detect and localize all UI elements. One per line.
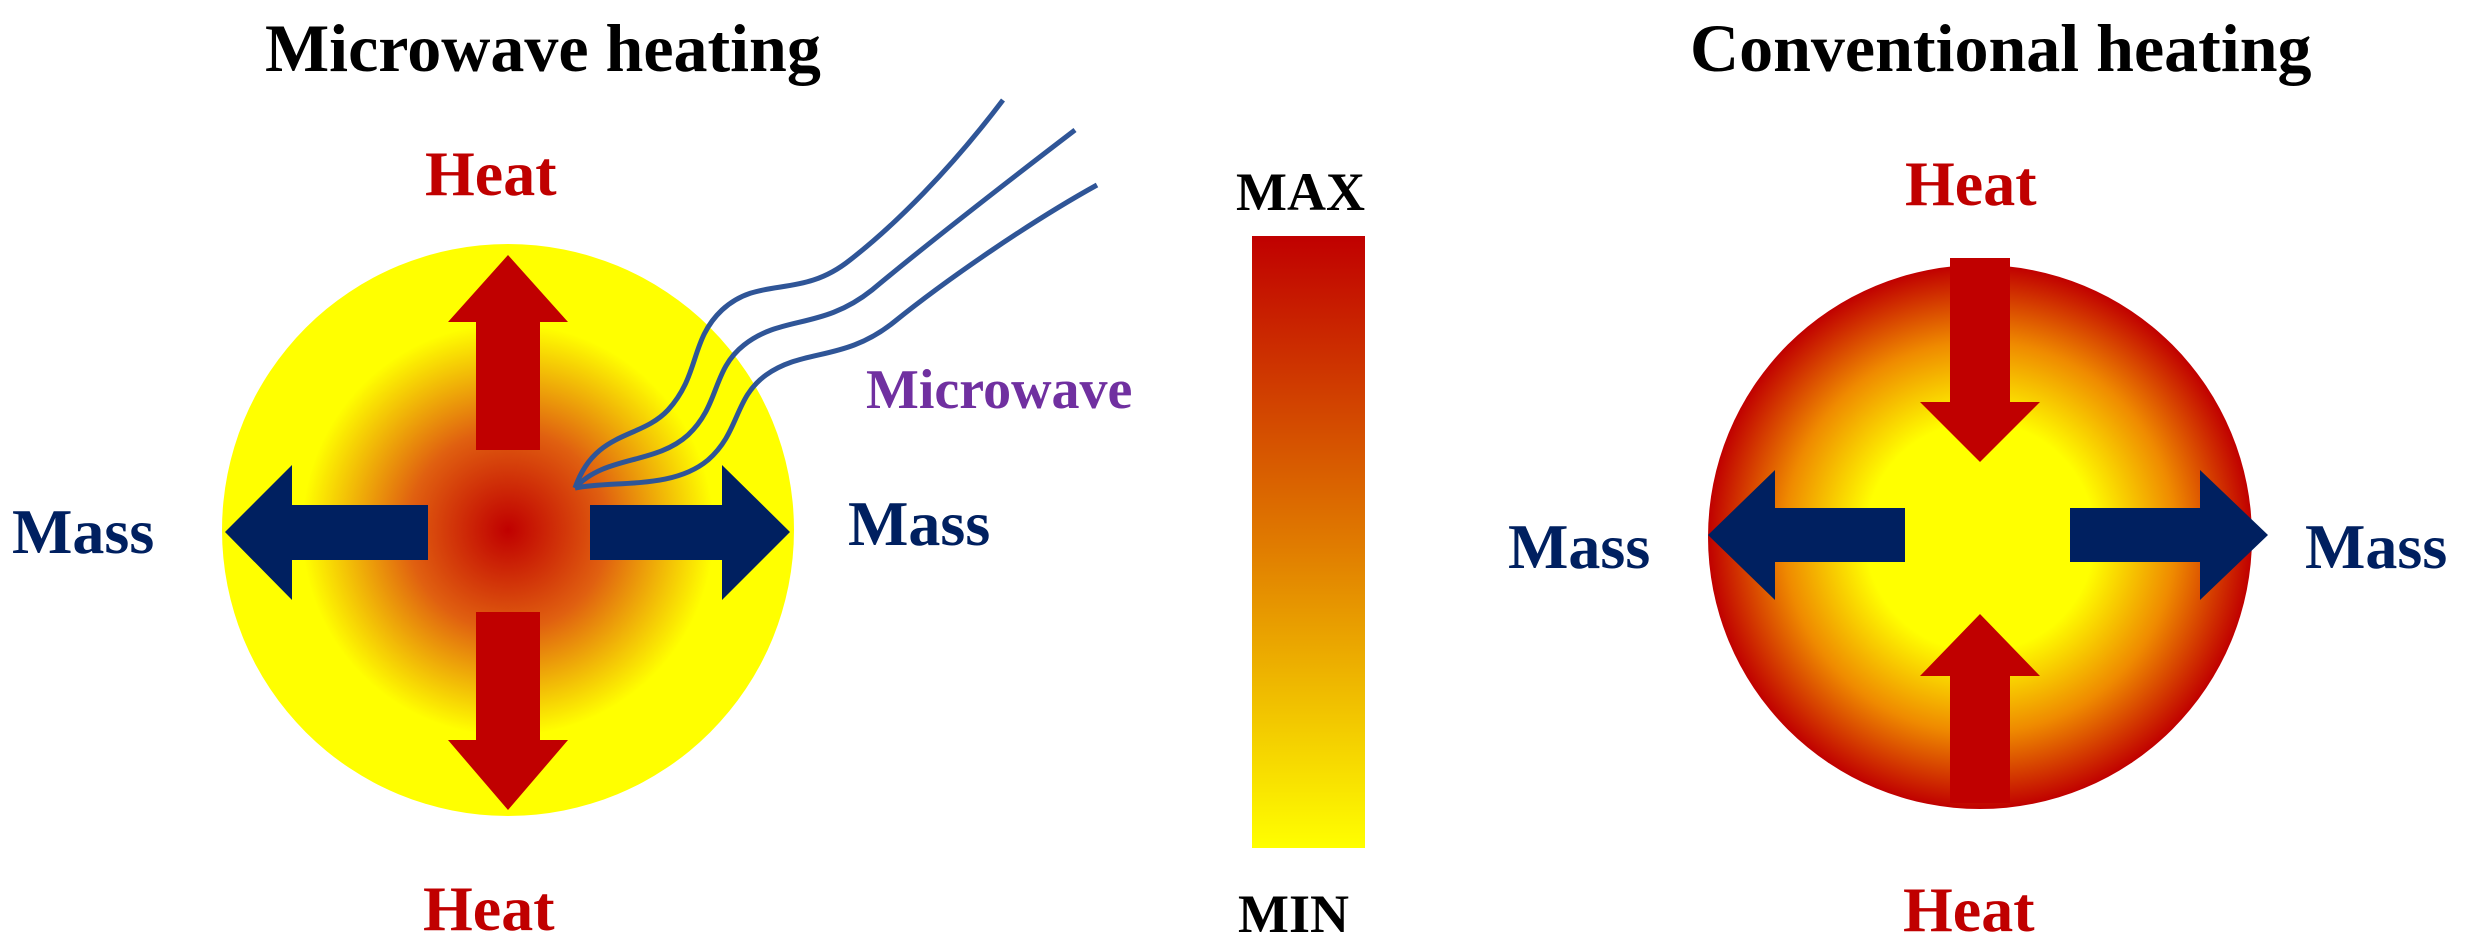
- microwave-label: Microwave: [866, 359, 1133, 421]
- heat-arrow-up: [448, 255, 568, 450]
- mass-label-right-conv: Mass: [2305, 511, 2448, 582]
- heat-label-bottom: Heat: [423, 873, 555, 944]
- heat-label-top: Heat: [425, 138, 557, 209]
- temperature-scale-bar: [1252, 236, 1365, 848]
- mass-label-right: Mass: [848, 488, 991, 559]
- heat-arrow-in-bottom: [1920, 614, 2040, 803]
- conventional-heating-title: Conventional heating: [1690, 10, 2312, 86]
- heat-arrow-down: [448, 612, 568, 810]
- mass-arrow-right: [590, 465, 790, 600]
- scale-min-label: MIN: [1238, 884, 1349, 944]
- mass-arrow-left-conv: [1708, 470, 1905, 600]
- scale-max-label: MAX: [1236, 162, 1365, 222]
- microwave-sphere: [222, 244, 794, 816]
- heat-label-top-conv: Heat: [1905, 148, 2037, 219]
- mass-label-left-conv: Mass: [1508, 511, 1651, 582]
- conventional-sphere: [1708, 265, 2252, 809]
- microwave-wave-lines: [572, 98, 1099, 491]
- heat-arrow-in-top: [1920, 258, 2040, 462]
- mass-arrow-left: [225, 465, 428, 600]
- mass-arrow-right-conv: [2070, 470, 2268, 600]
- mass-label-left: Mass: [12, 496, 155, 567]
- microwave-heating-title: Microwave heating: [265, 10, 821, 86]
- heat-label-bottom-conv: Heat: [1903, 874, 2035, 945]
